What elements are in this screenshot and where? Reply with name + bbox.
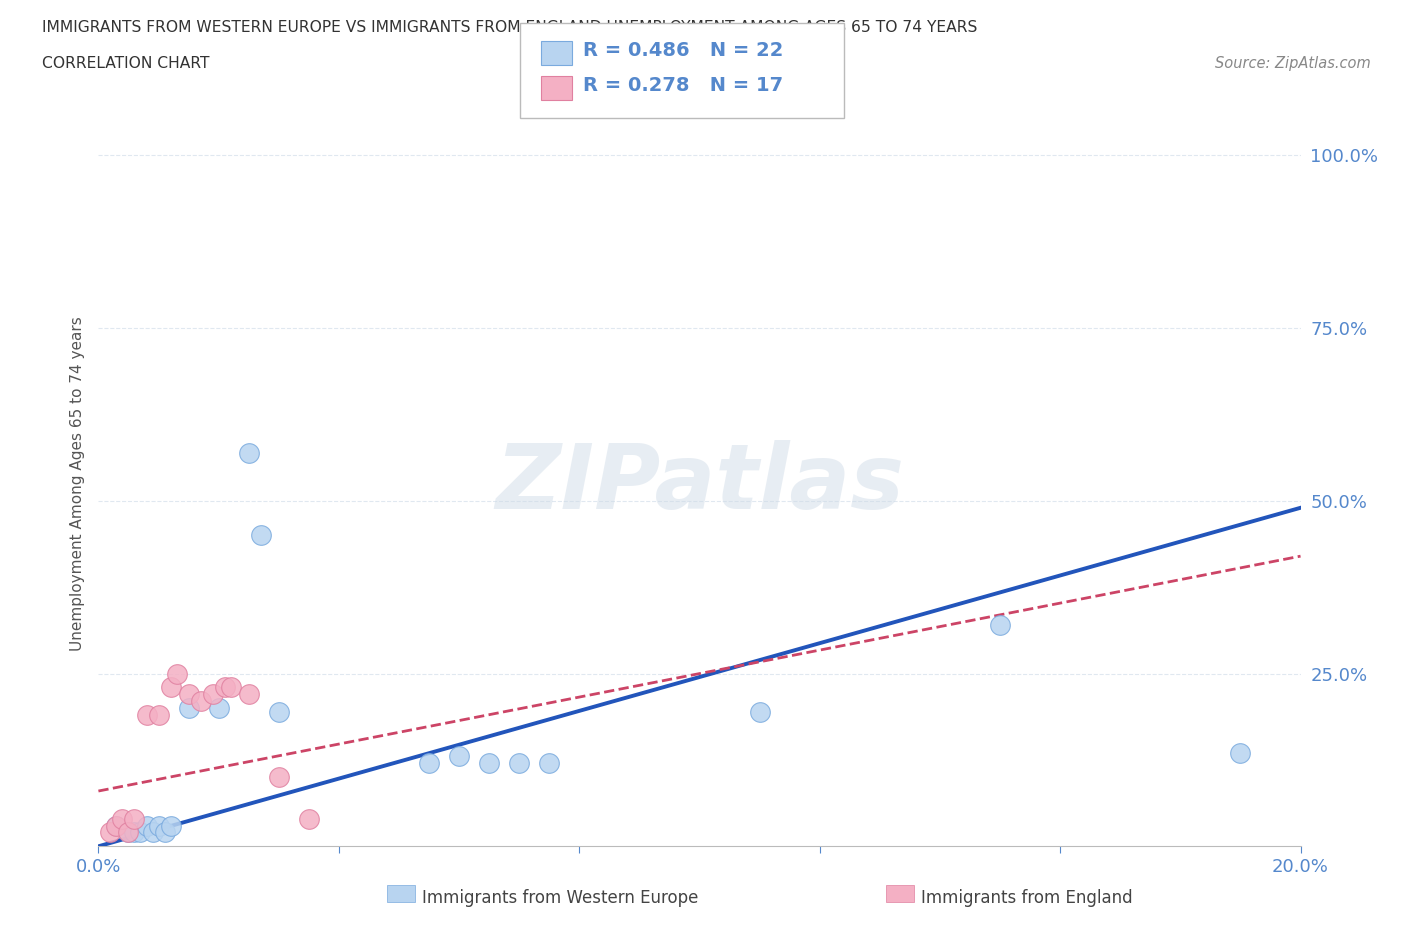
Point (298, 811, 321, 826)
Point (153, 825, 176, 840)
Text: Immigrants from England: Immigrants from England (921, 889, 1133, 907)
Point (219, 680, 242, 695)
Point (124, 825, 146, 840)
Point (159, 680, 181, 695)
Point (190, 694, 212, 709)
Point (201, 687, 224, 702)
Point (238, 687, 260, 702)
Point (111, 811, 134, 826)
Point (508, 756, 530, 771)
Point (135, 708, 157, 723)
Point (148, 818, 170, 833)
Point (249, 528, 271, 543)
Point (117, 825, 139, 840)
Point (1229, 746, 1251, 761)
Y-axis label: Unemployment Among Ages 65 to 74 years: Unemployment Among Ages 65 to 74 years (69, 316, 84, 651)
Point (105, 818, 128, 833)
Point (748, 704, 770, 719)
Point (177, 700, 200, 715)
Point (238, 445, 260, 460)
Point (135, 818, 157, 833)
Point (447, 749, 470, 764)
Text: Source: ZipAtlas.com: Source: ZipAtlas.com (1215, 56, 1371, 71)
Point (141, 825, 163, 840)
Text: ZIPatlas: ZIPatlas (495, 440, 904, 527)
Point (538, 756, 561, 771)
Text: CORRELATION CHART: CORRELATION CHART (42, 56, 209, 71)
Text: R = 0.486   N = 22: R = 0.486 N = 22 (583, 41, 785, 60)
Point (105, 818, 128, 833)
Text: R = 0.278   N = 17: R = 0.278 N = 17 (583, 76, 783, 95)
Point (129, 825, 152, 840)
Point (988, 618, 1011, 632)
Text: IMMIGRANTS FROM WESTERN EUROPE VS IMMIGRANTS FROM ENGLAND UNEMPLOYMENT AMONG AGE: IMMIGRANTS FROM WESTERN EUROPE VS IMMIGR… (42, 20, 977, 35)
Point (478, 756, 501, 771)
Point (159, 818, 181, 833)
Point (148, 708, 170, 723)
Point (214, 680, 236, 695)
Point (208, 700, 231, 715)
Text: Immigrants from Western Europe: Immigrants from Western Europe (422, 889, 699, 907)
Point (267, 704, 290, 719)
Point (166, 666, 188, 681)
Point (100, 825, 122, 840)
Point (117, 825, 139, 840)
Point (124, 811, 146, 826)
Point (418, 756, 440, 771)
Point (267, 770, 290, 785)
Point (177, 687, 200, 702)
